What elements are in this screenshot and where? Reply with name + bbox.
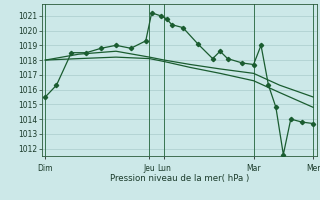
X-axis label: Pression niveau de la mer( hPa ): Pression niveau de la mer( hPa ) [109, 174, 249, 183]
